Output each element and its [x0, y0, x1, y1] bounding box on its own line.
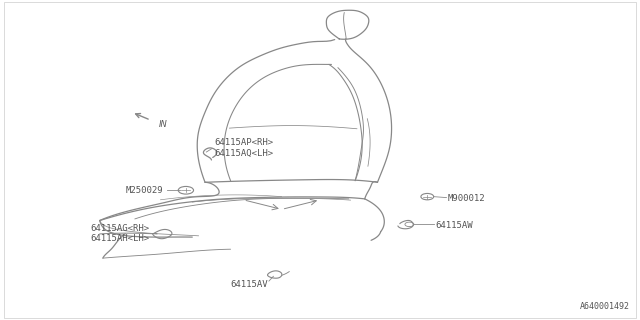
Text: 64115AG<RH>: 64115AG<RH> — [90, 224, 149, 233]
Text: 64115AW: 64115AW — [435, 221, 472, 230]
Text: 64115AV: 64115AV — [230, 280, 268, 289]
Text: M250029: M250029 — [125, 186, 163, 195]
Text: IN: IN — [159, 120, 168, 130]
Text: 64115AQ<LH>: 64115AQ<LH> — [214, 149, 274, 158]
Text: 64115AP<RH>: 64115AP<RH> — [214, 138, 274, 147]
Text: A640001492: A640001492 — [580, 302, 630, 311]
Text: M900012: M900012 — [448, 194, 485, 203]
Text: 64115AH<LH>: 64115AH<LH> — [90, 234, 149, 243]
